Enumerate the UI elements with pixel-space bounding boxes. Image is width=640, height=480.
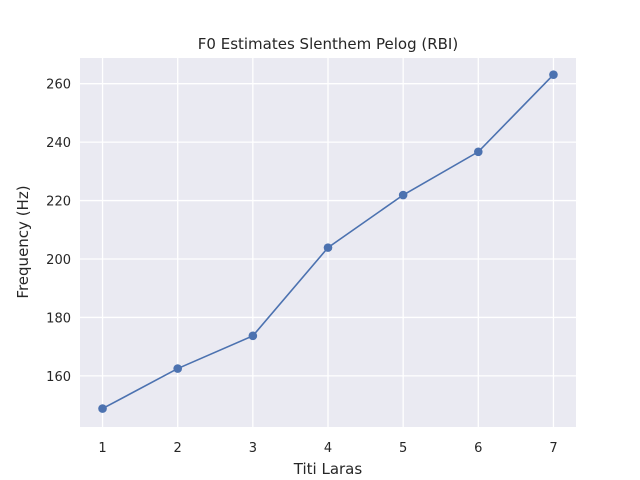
data-point (173, 364, 182, 373)
data-point (98, 404, 107, 413)
x-tick-label: 6 (474, 441, 482, 456)
x-tick-label: 1 (98, 441, 106, 456)
x-tick-labels: 1 2 3 4 5 6 7 (98, 441, 557, 456)
series-markers (98, 70, 558, 413)
y-tick-label: 240 (46, 136, 71, 151)
x-tick-label: 2 (174, 441, 182, 456)
x-tick-label: 5 (399, 441, 407, 456)
data-point (474, 147, 483, 157)
y-tick-label: 260 (46, 78, 71, 93)
x-tick-label: 3 (249, 441, 257, 456)
y-tick-label: 180 (46, 311, 71, 326)
y-tick-label: 220 (46, 195, 71, 210)
data-point (323, 243, 333, 252)
x-tick-label: 4 (324, 441, 332, 456)
x-tick-label: 7 (549, 441, 557, 456)
data-point (549, 70, 558, 79)
y-tick-label: 160 (46, 370, 71, 385)
chart-title: F0 Estimates Slenthem Pelog (RBI) (198, 35, 458, 53)
y-tick-labels: 160 180 200 220 240 260 (46, 78, 71, 385)
x-gridlines (101, 58, 555, 427)
y-axis-label: Frequency (Hz) (14, 185, 32, 298)
x-axis-label: Titi Laras (293, 460, 363, 478)
data-point (248, 331, 258, 341)
y-tick-label: 200 (46, 253, 71, 268)
data-point (398, 190, 408, 200)
